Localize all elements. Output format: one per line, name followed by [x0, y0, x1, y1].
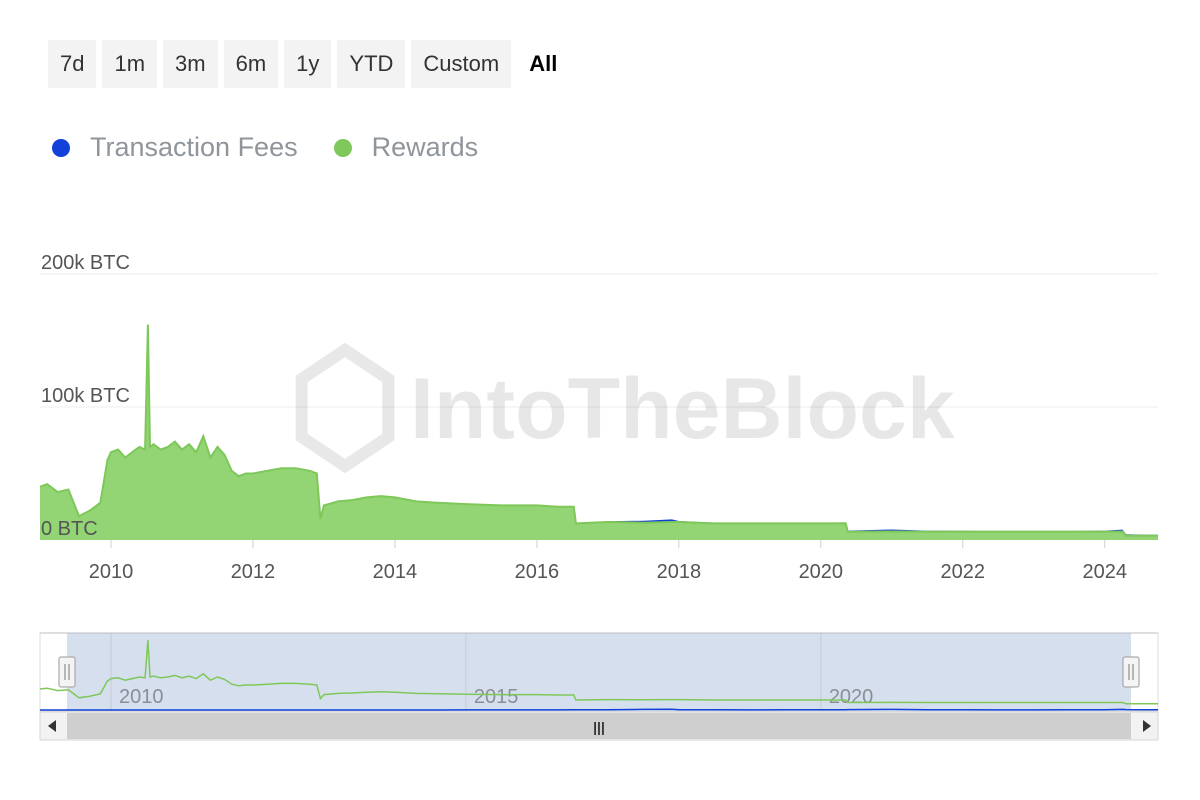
navigator-tick-label: 2010 [119, 686, 164, 708]
range-button-custom[interactable]: Custom [411, 40, 512, 88]
legend-label-transaction-fees: Transaction Fees [90, 132, 298, 162]
range-button-6m[interactable]: 6m [223, 40, 279, 88]
navigator-tick-label: 2020 [829, 686, 874, 708]
scrollbar[interactable]: ||| [39, 711, 1159, 741]
navigator-rewards-line [39, 640, 1158, 705]
legend-item-rewards[interactable]: Rewards [333, 132, 479, 163]
scrollbar-thumb[interactable] [67, 713, 1131, 739]
transaction-fees-legend-marker [52, 138, 70, 157]
handle-grip-icon [58, 656, 76, 688]
x-tick-label: 2020 [799, 561, 844, 583]
navigator-fees-line [40, 708, 1159, 711]
navigator-selection-mask[interactable] [67, 633, 1131, 711]
watermark-logo-icon [295, 342, 395, 474]
range-button-7d[interactable]: 7d [48, 40, 97, 88]
watermark: IntoTheBlock [295, 342, 955, 474]
rewards-legend-marker [333, 138, 352, 157]
y-tick-label: 200k BTC [41, 252, 130, 274]
navigator-right-handle[interactable] [1122, 656, 1140, 688]
series-rewards-line [39, 324, 1158, 537]
x-tick-label: 2018 [657, 561, 702, 583]
x-tick-label: 2010 [89, 561, 134, 583]
x-tick-label: 2022 [941, 561, 986, 583]
scroll-left-arrow-icon[interactable] [48, 720, 56, 732]
range-button-3m[interactable]: 3m [163, 40, 218, 88]
legend: Transaction Fees Rewards [52, 132, 478, 163]
y-tick-label: 100k BTC [41, 385, 130, 407]
range-button-ytd[interactable]: YTD [337, 40, 406, 88]
navigator-tick-label: 2015 [474, 686, 519, 708]
range-selector: 7d 1m 3m 6m 1y YTD Custom All [48, 40, 569, 88]
range-button-1y[interactable]: 1y [284, 40, 332, 88]
x-tick-label: 2014 [373, 561, 418, 583]
series-rewards-area [40, 324, 1158, 540]
range-button-1m[interactable]: 1m [102, 40, 158, 88]
y-tick-label: 0 BTC [41, 518, 98, 540]
legend-item-transaction-fees[interactable]: Transaction Fees [52, 132, 298, 163]
navigator-left-handle[interactable] [58, 656, 76, 688]
scrollbar-grip-icon: ||| [593, 719, 605, 735]
watermark-text: IntoTheBlock [410, 361, 955, 457]
x-tick-label: 2012 [231, 561, 276, 583]
handle-grip-icon [1122, 656, 1140, 688]
scroll-right-arrow-icon[interactable] [1143, 720, 1151, 732]
legend-label-rewards: Rewards [371, 132, 479, 162]
navigator: 2010 2015 2020 [39, 632, 1159, 712]
range-button-all[interactable]: All [529, 51, 558, 76]
x-tick-label: 2024 [1083, 561, 1128, 583]
x-tick-label: 2016 [515, 561, 560, 583]
